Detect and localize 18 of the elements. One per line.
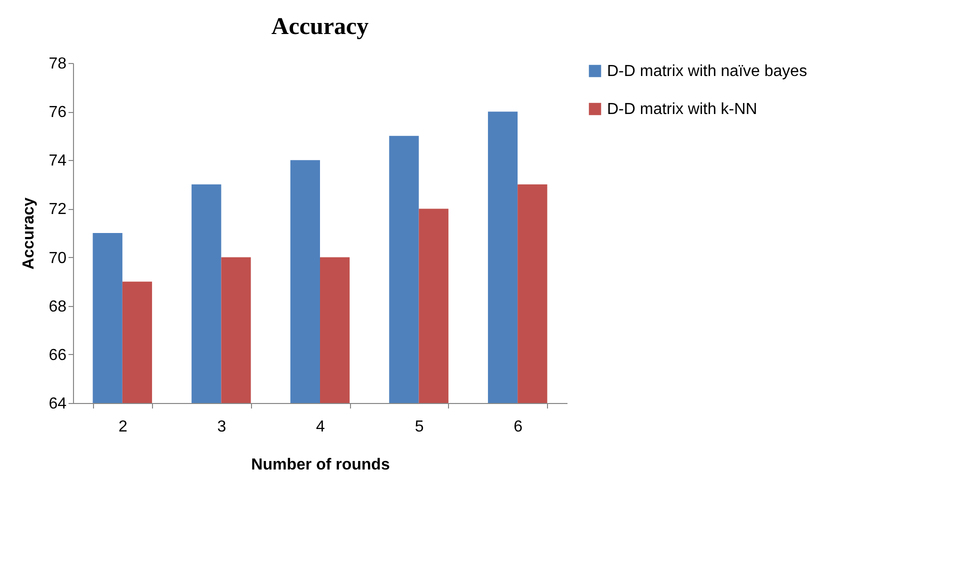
y-tick-label: 74	[48, 152, 67, 170]
legend-label: D-D matrix with naïve bayes	[607, 63, 808, 80]
y-tick-label: 68	[48, 298, 67, 316]
x-tick-label: 4	[316, 418, 326, 436]
y-tick-label: 72	[48, 201, 67, 218]
y-tick-label: 76	[48, 104, 67, 122]
y-tick-label: 66	[48, 346, 67, 364]
y-tick-label: 70	[48, 250, 67, 267]
x-tick-label: 5	[414, 418, 424, 436]
chart-title: Accuracy	[271, 14, 369, 40]
y-tick-label: 64	[48, 396, 67, 412]
x-tick-label: 6	[514, 418, 523, 436]
x-tick-label: 3	[217, 418, 226, 436]
legend-label: D-D matrix with k-NN	[607, 101, 758, 118]
x-tick-label: 2	[118, 418, 128, 436]
x-axis-title: Number of rounds	[251, 456, 390, 474]
y-tick-label: 78	[48, 56, 67, 72]
y-axis-title: Accuracy	[20, 197, 38, 270]
